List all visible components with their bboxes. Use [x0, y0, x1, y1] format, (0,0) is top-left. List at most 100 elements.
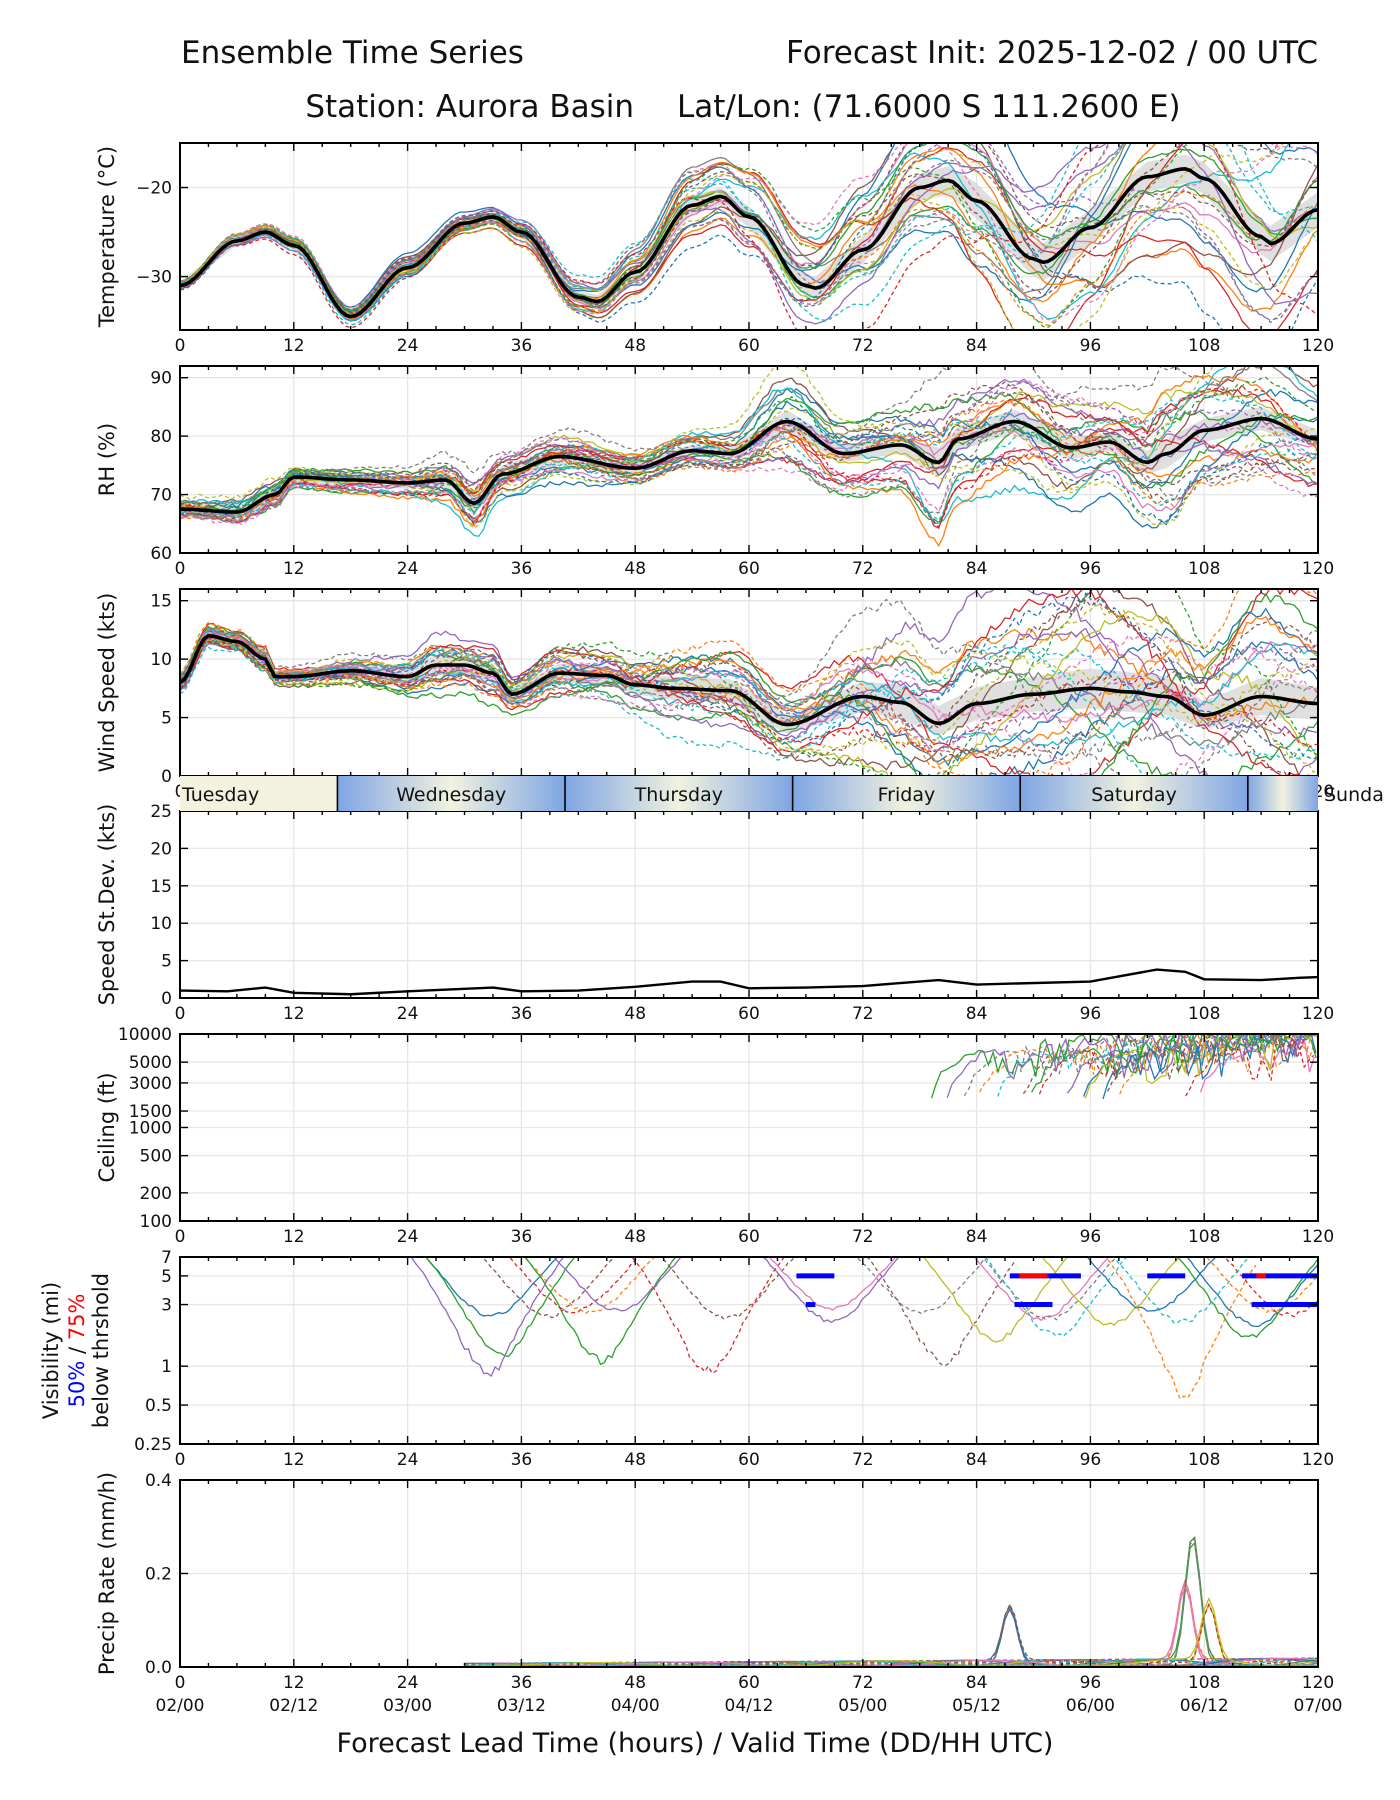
- visibility-member: [1107, 1259, 1257, 1401]
- x-tick-label: 84: [966, 1450, 988, 1470]
- y-label-part: /: [65, 1340, 89, 1360]
- member-line: [180, 592, 1318, 776]
- x-tick-label: 0: [175, 336, 186, 356]
- member-line: [180, 604, 1318, 774]
- ceiling-member: [1107, 1034, 1317, 1092]
- member-line: [180, 636, 1318, 753]
- day-label: Thursday: [634, 784, 723, 806]
- visibility-member: [983, 1257, 1128, 1337]
- mean-line: [180, 166, 1318, 319]
- member-line: [180, 592, 1318, 760]
- visibility-member: [553, 1257, 683, 1312]
- x-tick-label: 24: [397, 1004, 419, 1024]
- x-tick-label: 108: [1188, 1450, 1220, 1470]
- y-axis-label: RH (%): [95, 423, 119, 496]
- y-tick-label: 5: [161, 709, 172, 729]
- x-tick-label: 36: [511, 1004, 533, 1024]
- panel-visibility: 0.25 0.5 1 3 57 0 12 24 36 48 60 72 84 96 108 120 Visibi…: [39, 1248, 1334, 1470]
- plot-area-precip: [464, 1535, 1318, 1666]
- y-tick-label: 0.2: [145, 1565, 172, 1585]
- valid-time-label: 07/00: [1294, 1696, 1343, 1716]
- x-tick-label: 108: [1188, 1673, 1220, 1693]
- plot-area-ceiling: [930, 1034, 1318, 1100]
- x-tick-label: 60: [738, 336, 760, 356]
- panels: −20−300 12 24 36 48 60 72 84 96 108 120Temperature…: [39, 142, 1343, 1716]
- x-tick-label: 84: [966, 559, 988, 579]
- y-tick-label: 0: [161, 989, 172, 1009]
- visibility-member: [980, 1257, 1118, 1321]
- y-tick-label: 100: [140, 1212, 172, 1232]
- member-line: [180, 412, 1318, 524]
- ceiling-member: [1022, 1034, 1318, 1095]
- valid-time-label: 06/00: [1066, 1696, 1115, 1716]
- panel-rh: 60 70 80 90 0 12 24 36 48 60 72 84 96 108 120 RH (%): [95, 365, 1334, 579]
- y-axis-label: Temperature (°C): [95, 146, 119, 328]
- panel-precip: 0.0 0.2 0.4 0 02/00 12 02/12 24 03/00 36 03/12 48 04…: [95, 1471, 1343, 1716]
- member-line: [180, 393, 1318, 522]
- plot-area-temperature: [180, 143, 1318, 330]
- y-tick-label: 3000: [129, 1074, 172, 1094]
- valid-time-label: 06/12: [1180, 1696, 1229, 1716]
- x-tick-label: 96: [1080, 1673, 1102, 1693]
- x-tick-label: 48: [624, 336, 646, 356]
- y-axis-label: Precip Rate (mm/h): [95, 1472, 119, 1675]
- visibility-member: [762, 1257, 900, 1324]
- visibility-member: [1185, 1257, 1318, 1328]
- member-line: [180, 616, 1318, 766]
- x-tick-label: 48: [624, 1227, 646, 1247]
- visibility-member: [1176, 1257, 1318, 1338]
- member-line: [180, 639, 1318, 776]
- x-tick-label: 24: [397, 336, 419, 356]
- x-tick-label: 96: [1080, 1227, 1102, 1247]
- visibility-member: [411, 1257, 564, 1377]
- member-line: [180, 410, 1318, 518]
- x-tick-label: 96: [1080, 559, 1102, 579]
- y-tick-label: 0.4: [145, 1471, 172, 1491]
- x-tick-label: 12: [283, 1227, 305, 1247]
- y-tick-label: 200: [140, 1184, 172, 1204]
- y-tick-label: 90: [150, 369, 172, 389]
- day-segment: [792, 776, 1021, 811]
- day-label: Wednesday: [396, 784, 506, 806]
- y-tick-label: 3: [161, 1296, 172, 1316]
- x-tick-label: 12: [283, 336, 305, 356]
- day-label: Saturday: [1091, 784, 1177, 806]
- x-tick-label: 96: [1080, 336, 1102, 356]
- member-line: [180, 407, 1318, 526]
- member-line: [180, 379, 1318, 526]
- y-tick-label: 0.0: [145, 1658, 172, 1678]
- precip-member: [464, 1578, 1318, 1666]
- y-tick-label: 0: [161, 767, 172, 787]
- x-tick-label: 72: [852, 1227, 874, 1247]
- y-label-part: 50%: [65, 1361, 89, 1408]
- y-tick-label: 500: [140, 1147, 172, 1167]
- x-tick-label: 48: [624, 1450, 646, 1470]
- x-tick-label: 72: [852, 559, 874, 579]
- y-tick-label: 10: [150, 650, 172, 670]
- x-tick-label: 60: [738, 559, 760, 579]
- x-tick-label: 108: [1188, 1227, 1220, 1247]
- title-right: Forecast Init: 2025-12-02 / 00 UTC: [786, 35, 1318, 71]
- y-axis-label: Visibility (mi): [39, 1282, 63, 1419]
- y-tick-label: 1500: [129, 1102, 172, 1122]
- member-line: [180, 143, 1318, 322]
- x-tick-label: 120: [1302, 1004, 1334, 1024]
- x-tick-label: 84: [966, 1227, 988, 1247]
- x-tick-label: 24: [397, 1673, 419, 1693]
- member-line: [180, 589, 1318, 776]
- member-line: [180, 628, 1318, 750]
- visibility-member: [866, 1257, 1016, 1366]
- x-tick-label: 72: [852, 1673, 874, 1693]
- ceiling-member: [1119, 1035, 1315, 1095]
- member-line: [180, 159, 1318, 322]
- x-tick-label: 72: [852, 1450, 874, 1470]
- y-tick-label: 25: [150, 802, 172, 822]
- stdev-line: [180, 968, 1318, 996]
- member-line: [180, 143, 1318, 326]
- visibility-member: [524, 1257, 677, 1366]
- x-tick-label: 24: [397, 1227, 419, 1247]
- plot-area-visibility: [411, 1257, 1318, 1401]
- y-tick-label: 60: [150, 544, 172, 564]
- y-tick-label: 0.5: [145, 1396, 172, 1416]
